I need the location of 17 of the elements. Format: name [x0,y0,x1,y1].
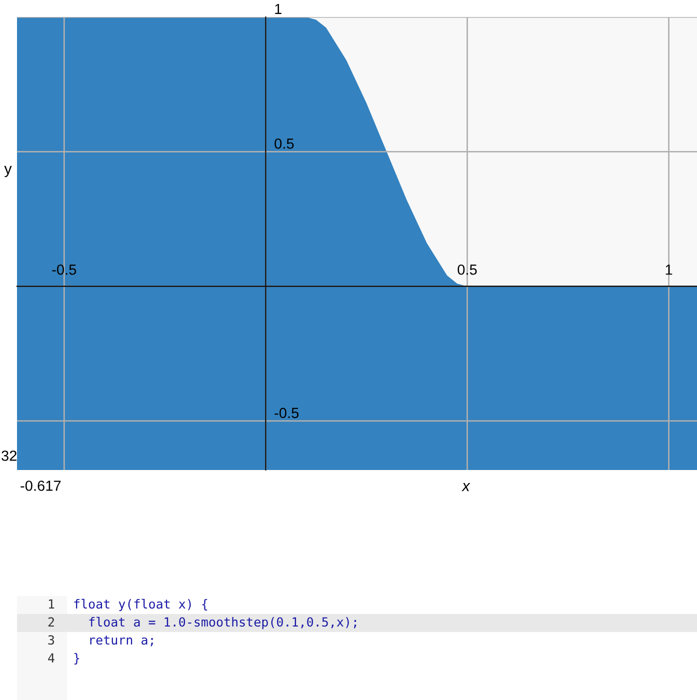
text: 2 [48,617,54,626]
x-tick-label: 1 [666,264,672,275]
text: 3 [48,635,54,645]
y-tick-label: 0.5 [274,138,294,149]
text: 1 [48,599,54,608]
text: } [74,652,80,665]
x-tick-label: 0.5 [458,264,477,275]
x-axis-title: x [462,483,470,492]
text: float y(float x) { [74,598,208,612]
text: 4 [48,653,54,662]
y-tick-label: -0.5 [274,408,299,418]
text: return a; [90,636,153,646]
y-tick-label: 1 [275,4,282,14]
text: float a = 1.0-smoothstep(0.1,0.5,x); [89,616,356,630]
text: 32 [2,450,16,461]
text: -0.617 [20,480,61,491]
y-axis-title: y [4,166,12,178]
